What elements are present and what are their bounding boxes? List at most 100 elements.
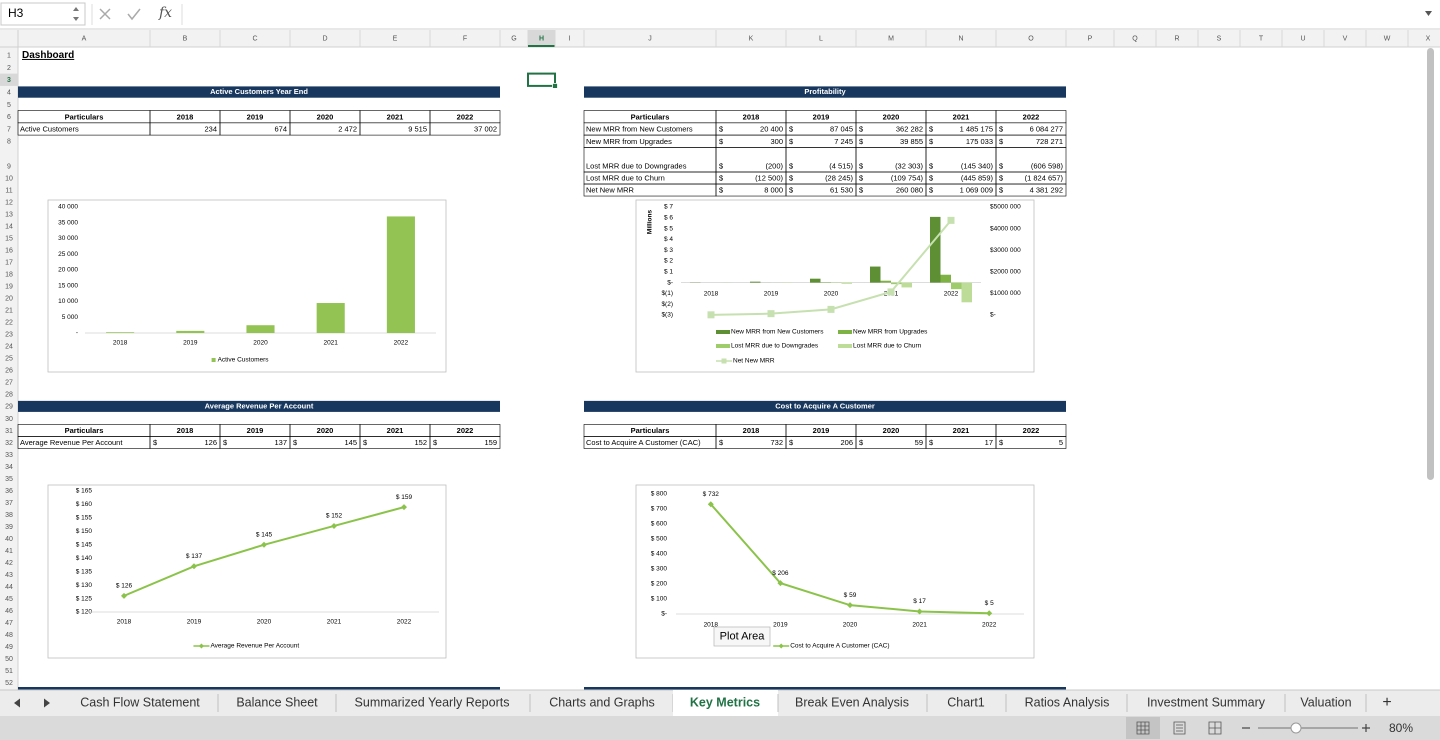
row-header[interactable]: 42 [5,560,13,567]
function-icon[interactable]: fx [158,5,172,21]
column-header[interactable]: F [463,35,467,42]
row-header[interactable]: 45 [5,596,13,603]
row-header[interactable]: 39 [5,524,13,531]
tab-label[interactable]: Valuation [1300,695,1351,709]
row-header[interactable]: 15 [5,235,13,242]
active-tab-label[interactable]: Key Metrics [690,695,760,709]
row-header[interactable]: 47 [5,620,13,627]
row-header[interactable]: 19 [5,284,13,291]
column-header[interactable]: O [1028,35,1034,42]
row-header[interactable]: 40 [5,536,13,543]
row-header[interactable]: 35 [5,476,13,483]
formula-expand[interactable] [1425,11,1432,16]
row-header[interactable]: 8 [7,139,11,146]
row-header[interactable]: 2 [7,65,11,72]
column-header[interactable]: Q [1132,35,1138,42]
row-header[interactable]: 34 [5,464,13,471]
enter-icon[interactable] [127,8,141,21]
row-header[interactable]: 20 [5,296,13,303]
normal-view-button[interactable] [1126,717,1160,739]
column-header[interactable]: J [648,35,652,42]
row-header[interactable]: 38 [5,512,13,519]
chart-area[interactable] [635,199,1035,373]
row-header[interactable]: 44 [5,584,13,591]
row-header[interactable]: 18 [5,272,13,279]
vertical-scrollbar[interactable] [1427,48,1434,480]
row-header[interactable]: 50 [5,656,13,663]
tab-label[interactable]: Break Even Analysis [795,695,909,709]
fill-handle[interactable] [552,83,558,89]
row-header[interactable]: 7 [7,126,11,133]
column-header[interactable]: B [183,35,188,42]
row-header[interactable]: 14 [5,223,13,230]
row-header[interactable]: 41 [5,548,13,555]
column-header[interactable]: N [958,35,963,42]
row-header[interactable]: 12 [5,199,13,206]
zoom-in[interactable] [1362,724,1370,732]
row-header[interactable]: 5 [7,102,11,109]
column-header[interactable]: V [1343,35,1348,42]
column-header[interactable]: E [393,35,398,42]
row-header[interactable]: 32 [5,440,13,447]
zoom-knob[interactable] [1290,722,1302,734]
tab-label[interactable]: Chart1 [947,695,985,709]
row-header[interactable]: 28 [5,392,13,399]
row-header[interactable]: 51 [5,668,13,675]
column-header[interactable]: D [322,35,327,42]
row-header[interactable]: 31 [5,428,13,435]
column-header[interactable]: M [888,35,894,42]
row-header[interactable]: 49 [5,644,13,651]
row-header[interactable]: 52 [5,680,13,687]
tab-label[interactable]: Ratios Analysis [1025,695,1110,709]
row-header[interactable]: 24 [5,344,13,351]
row-header[interactable]: 33 [5,452,13,459]
cancel-icon[interactable] [99,8,111,20]
tab-label[interactable]: Balance Sheet [236,695,318,709]
chart-area[interactable] [47,199,447,373]
column-header[interactable]: X [1426,35,1431,42]
column-header[interactable]: I [569,35,571,42]
row-header[interactable]: 25 [5,356,13,363]
row-header[interactable]: 30 [5,416,13,423]
column-header[interactable]: T [1259,35,1264,42]
tab-label[interactable]: Investment Summary [1147,695,1266,709]
name-box[interactable] [0,2,86,26]
row-header[interactable]: 11 [5,187,12,194]
row-header[interactable]: 46 [5,608,13,615]
add-sheet-button[interactable]: + [1382,694,1391,711]
row-header[interactable]: 21 [5,308,13,315]
row-header[interactable]: 27 [5,380,13,387]
row-header[interactable]: 6 [7,114,11,121]
row-header[interactable]: 37 [5,500,13,507]
row-header[interactable]: 16 [5,247,13,254]
row-header[interactable]: 4 [7,90,11,97]
row-header[interactable]: 10 [5,175,13,182]
row-header[interactable]: 3 [7,77,11,84]
column-header[interactable]: L [819,35,823,42]
column-header[interactable]: P [1088,35,1093,42]
row-header[interactable]: 1 [7,53,11,60]
row-header[interactable]: 9 [7,163,11,170]
name-box-spinner[interactable] [73,7,79,21]
column-header[interactable]: H [539,35,544,42]
column-header[interactable]: U [1300,35,1305,42]
tab-label[interactable]: Charts and Graphs [549,695,655,709]
row-header[interactable]: 26 [5,368,13,375]
chart-area[interactable] [635,484,1035,659]
row-header[interactable]: 43 [5,572,13,579]
column-header[interactable]: K [749,35,754,42]
row-header[interactable]: 29 [5,404,13,411]
page-break-icon[interactable] [1208,721,1222,735]
row-header[interactable]: 22 [5,320,13,327]
page-layout-icon[interactable] [1173,721,1186,735]
column-header[interactable]: R [1174,35,1179,42]
row-header[interactable]: 36 [5,488,13,495]
column-header[interactable]: A [82,35,87,42]
column-header[interactable]: W [1384,35,1391,42]
row-header[interactable]: 13 [5,211,13,218]
row-header[interactable]: 17 [5,260,13,267]
column-header[interactable]: G [511,35,516,42]
column-header[interactable]: C [252,35,257,42]
tab-label[interactable]: Summarized Yearly Reports [355,695,510,709]
row-header[interactable]: 23 [5,332,13,339]
